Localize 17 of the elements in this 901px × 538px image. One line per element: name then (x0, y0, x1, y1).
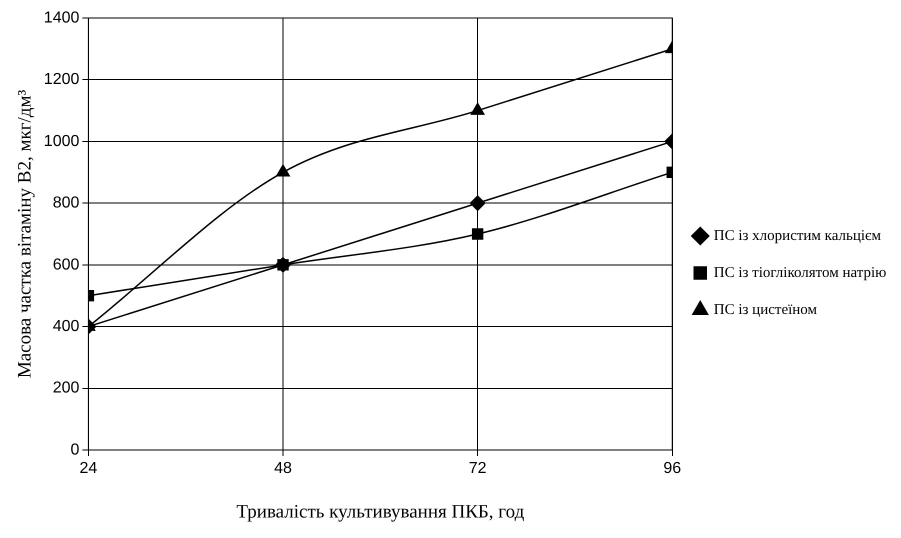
y-tick-label: 400 (52, 318, 80, 335)
x-axis-title: Тривалість культивування ПКБ, год (236, 502, 525, 523)
y-tick-label: 1000 (44, 132, 80, 150)
x-tick-label: 48 (274, 460, 292, 478)
legend-label: ПС із хлористим кальцієм (714, 228, 882, 244)
y-tick-label: 200 (52, 380, 80, 397)
x-tick-label: 96 (663, 460, 682, 478)
x-tick-label: 24 (79, 460, 98, 478)
y-axis-title: Масова частка вітаміну В2, мкг/дм³ (14, 90, 36, 378)
legend-label: ПС із цистеїном (714, 302, 818, 318)
y-tick-label: 600 (52, 256, 80, 274)
y-tick-label: 1400 (44, 9, 80, 26)
y-tick-label: 1200 (44, 71, 80, 88)
x-tick-label: 72 (468, 460, 487, 478)
legend-label: ПС із тіогліколятом натрію (714, 264, 886, 281)
y-tick-label: 800 (52, 194, 80, 212)
y-tick-label: 0 (70, 441, 80, 458)
